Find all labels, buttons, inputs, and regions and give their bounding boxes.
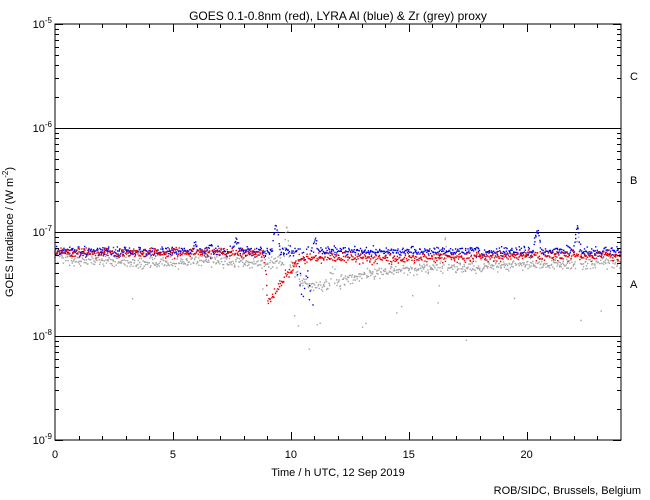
y-tick-label: 10-6	[33, 120, 53, 135]
y-tick-label: 10-9	[33, 432, 53, 447]
data-points	[54, 224, 622, 350]
flare-class-label-b: B	[630, 175, 637, 187]
x-tick-label: 15	[403, 449, 415, 461]
y-axis-title: GOES Irradiance / (W m-2)	[1, 167, 16, 297]
y-tick-label: 10-8	[33, 328, 53, 343]
y-tick-label: 10-7	[33, 224, 53, 239]
x-axis-title: Time / h UTC, 12 Sep 2019	[271, 467, 405, 479]
series-LYRA Al proxy (blue)	[54, 224, 622, 306]
axis-ticks	[55, 24, 621, 441]
attribution-text: ROB/SIDC, Brussels, Belgium	[494, 485, 641, 497]
flare-class-label-c: C	[630, 71, 638, 83]
y-axis-tick-labels: 10-5 10-6 10-7 10-8 10-9	[33, 16, 53, 447]
chart-title: GOES 0.1-0.8nm (red), LYRA Al (blue) & Z…	[189, 9, 487, 23]
series-GOES 0.1-0.8nm (red)	[55, 246, 622, 305]
flare-class-labels: C B A	[630, 71, 638, 291]
x-tick-label: 10	[285, 449, 297, 461]
y-tick-label: 10-5	[33, 16, 53, 31]
x-tick-label: 5	[170, 449, 176, 461]
x-axis-tick-labels: 0 5 10 15 20	[52, 449, 533, 461]
flare-class-gridlines	[55, 128, 621, 337]
x-tick-label: 20	[521, 449, 533, 461]
series-LYRA Zr proxy (grey)	[54, 226, 622, 350]
flare-class-label-a: A	[630, 279, 638, 291]
x-tick-label: 0	[52, 449, 58, 461]
